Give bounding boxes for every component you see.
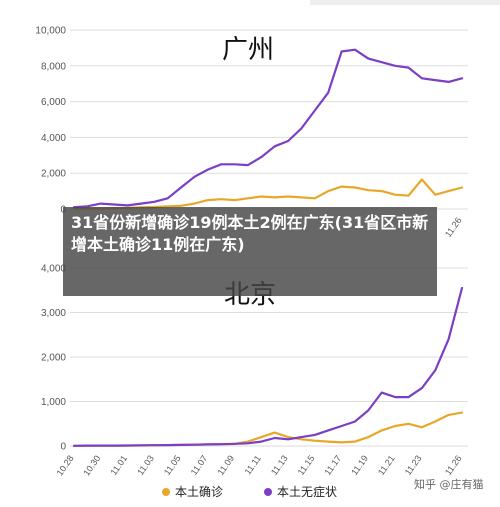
y-tick-label: 2,000 — [41, 169, 66, 180]
x-tick-label: 11.07 — [189, 453, 210, 477]
y-tick-label: 0 — [60, 442, 66, 453]
x-tick-label: 11.26 — [443, 453, 464, 477]
watermark: 知乎 @庄有猫 — [414, 477, 484, 491]
x-tick-label: 11.19 — [349, 453, 370, 477]
y-tick-label: 1,000 — [41, 397, 66, 408]
legend-label: 本土确诊 — [175, 485, 223, 499]
x-tick-label: 11.23 — [403, 453, 424, 477]
legend-label: 本土无症状 — [277, 484, 337, 499]
y-tick-label: 3,000 — [41, 308, 66, 319]
x-tick-label: 11.26 — [443, 215, 464, 239]
chart-title: 广州 — [222, 35, 274, 65]
x-tick-label: 10.30 — [81, 453, 102, 477]
y-tick-label: 2,000 — [41, 353, 66, 364]
x-tick-label: 11.15 — [296, 453, 317, 477]
y-tick-label: 4,000 — [41, 264, 66, 275]
x-tick-label: 11.03 — [135, 453, 156, 477]
x-tick-label: 11.17 — [322, 453, 343, 477]
y-tick-label: 6,000 — [41, 97, 66, 108]
x-tick-label: 11.11 — [243, 453, 263, 476]
series-line-asymptomatic — [72, 286, 464, 447]
legend-marker — [264, 488, 272, 496]
y-tick-label: 10,000 — [35, 26, 66, 37]
x-tick-label: 10.28 — [55, 453, 76, 477]
series-line-asymptomatic — [72, 48, 464, 209]
x-tick-label: 11.01 — [108, 453, 129, 477]
x-tick-label: 11.05 — [162, 453, 183, 477]
y-tick-label: 8,000 — [41, 61, 66, 72]
y-tick-label: 4,000 — [41, 133, 66, 144]
legend: 本土确诊 本土无症状 — [162, 484, 337, 499]
x-tick-label: 11.09 — [215, 453, 236, 477]
headline-overlay: 31省份新增确诊19例本土2例在广东(31省区市新增本土确诊11例在广东) — [63, 207, 437, 296]
legend-marker — [162, 488, 170, 496]
x-tick-label: 11.13 — [269, 453, 290, 477]
top-bar-decoration — [310, 0, 500, 5]
x-tick-label: 11.21 — [376, 453, 397, 477]
headline-text: 31省份新增确诊19例本土2例在广东(31省区市新增本土确诊11例在广东) — [71, 213, 429, 254]
